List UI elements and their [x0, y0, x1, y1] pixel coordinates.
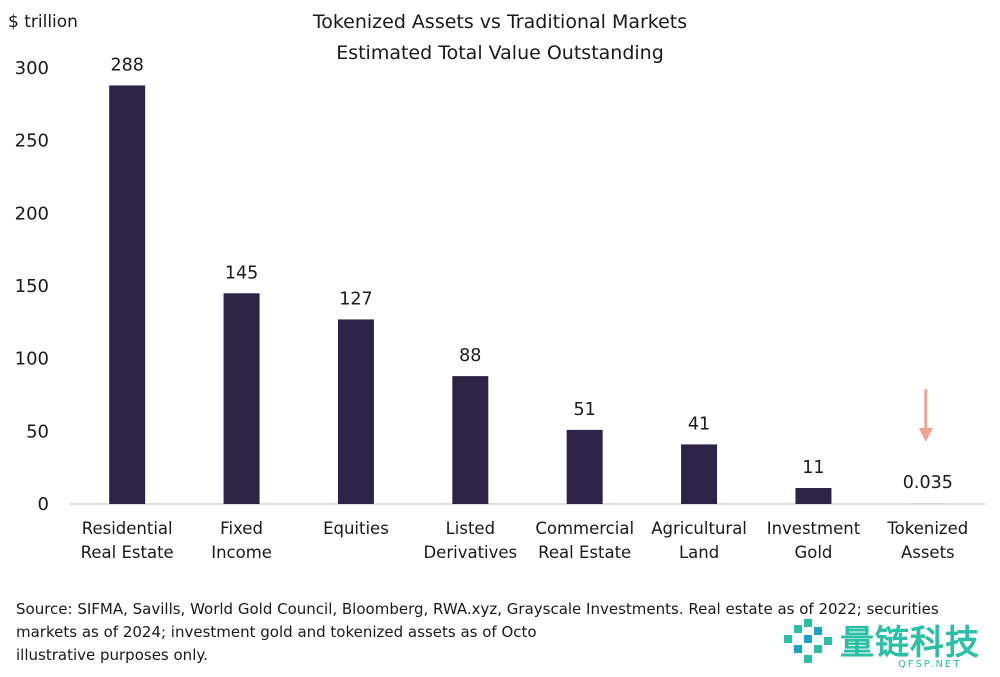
y-tick-label: 150	[15, 276, 49, 297]
x-category-label: Investment	[767, 519, 861, 538]
data-label: 41	[688, 414, 710, 434]
data-label: 88	[459, 346, 481, 366]
x-category-label: Residential	[82, 519, 173, 538]
y-tick-label: 300	[15, 58, 49, 79]
x-category-label: Equities	[323, 519, 389, 538]
data-label: 288	[110, 55, 143, 75]
x-category-label: Real Estate	[538, 543, 631, 562]
x-category-label: Derivatives	[423, 543, 517, 562]
bar	[109, 85, 146, 504]
chart-title-line: Estimated Total Value Outstanding	[336, 42, 664, 64]
data-label: 127	[339, 289, 372, 309]
data-label: 145	[225, 263, 258, 283]
y-tick-label: 100	[15, 349, 49, 370]
data-label: 11	[802, 458, 824, 478]
bar-chart: Tokenized Assets vs Traditional Markets E…	[8, 11, 985, 562]
bar	[681, 444, 718, 504]
watermark-logo: 量链科技 QFSP.NET	[780, 615, 995, 675]
bar	[566, 429, 603, 504]
x-category-label: Commercial	[535, 519, 634, 538]
x-category-label: Listed	[446, 519, 495, 538]
x-category-label: Land	[679, 543, 719, 562]
x-category-label: Gold	[794, 543, 832, 562]
y-tick-label: 250	[15, 131, 49, 152]
y-tick-label: 50	[26, 421, 49, 442]
x-category-label: Fixed	[220, 519, 263, 538]
y-tick-label: 0	[38, 494, 49, 515]
bar	[452, 376, 489, 504]
bar	[795, 488, 832, 504]
source-note-line: Source: SIFMA, Savills, World Gold Counc…	[16, 600, 939, 641]
data-label: 0.035	[903, 473, 953, 493]
data-label: 51	[574, 400, 596, 420]
source-note-end: illustrative purposes only.	[16, 646, 208, 664]
x-category-label: Assets	[901, 543, 955, 562]
y-axis-unit-label: $ trillion	[8, 12, 78, 32]
source-note: Source: SIFMA, Savills, World Gold Counc…	[16, 598, 976, 667]
watermark-text: 量链科技	[840, 623, 980, 663]
watermark-url: QFSP.NET	[898, 659, 962, 670]
x-category-label: Agricultural	[651, 519, 747, 538]
highlight-arrow-icon	[918, 428, 933, 442]
pixel-logo-icon	[784, 619, 832, 663]
x-category-label: Tokenized	[886, 519, 968, 538]
bar	[337, 319, 374, 504]
y-tick-label: 200	[15, 203, 49, 224]
bar	[223, 293, 260, 504]
x-category-label: Real Estate	[81, 543, 174, 562]
x-category-label: Income	[211, 543, 272, 562]
chart-title-line: Tokenized Assets vs Traditional Markets	[312, 11, 687, 33]
